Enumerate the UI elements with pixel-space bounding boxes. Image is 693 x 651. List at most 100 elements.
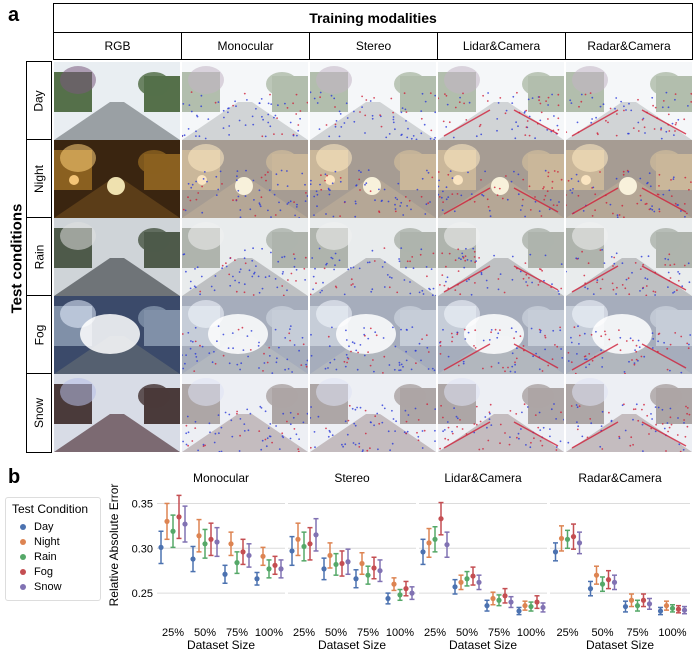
data-point-night xyxy=(359,560,365,567)
data-point-day xyxy=(254,576,260,582)
legend-marker-night xyxy=(20,539,26,545)
data-point-snow xyxy=(377,568,383,574)
column-header-rgb: RGB xyxy=(53,32,182,60)
panel-b-label: b xyxy=(8,466,21,488)
data-point-fog xyxy=(534,599,540,605)
data-point-rain xyxy=(464,576,470,582)
data-point-fog xyxy=(307,541,313,547)
data-point-night xyxy=(260,553,266,559)
data-point-snow xyxy=(444,542,450,548)
tile-snow-radarcamera xyxy=(566,374,692,452)
legend-marker-day xyxy=(20,524,26,530)
scene-image xyxy=(54,374,180,452)
x-tick-label: 100% xyxy=(658,627,686,639)
data-point-fog xyxy=(675,606,682,612)
x-tick-label: 75% xyxy=(626,627,648,639)
column-header-lidar-camera: Lidar&Camera xyxy=(437,32,566,60)
data-point-rain xyxy=(599,581,606,587)
tile-snow-stereo xyxy=(310,374,436,452)
tile-night-monocular xyxy=(182,140,308,218)
tile-day-radarcamera xyxy=(566,62,692,140)
tile-snow-rgb xyxy=(54,374,180,452)
tile-rain-monocular xyxy=(182,218,308,296)
x-tick-label: 25% xyxy=(293,627,315,639)
scene-image xyxy=(566,374,692,452)
data-point-rain xyxy=(333,561,339,568)
scene-image xyxy=(310,374,436,452)
data-point-rain xyxy=(301,543,307,550)
data-point-fog xyxy=(502,593,508,599)
data-point-snow xyxy=(278,566,284,572)
error-charts: Relative Absolute Error Monocular 0.35 0.3… xyxy=(107,471,690,651)
row-label-day: Day xyxy=(26,61,52,140)
data-point-day xyxy=(622,603,629,610)
data-point-fog xyxy=(438,516,444,522)
x-tick-label: 50% xyxy=(194,627,216,639)
tile-rain-radarcamera xyxy=(566,218,692,296)
scene-image xyxy=(182,374,308,452)
data-point-rain xyxy=(669,605,676,611)
tile-fog-lidarcamera xyxy=(438,296,564,374)
tile-fog-monocular xyxy=(182,296,308,374)
data-point-snow xyxy=(508,599,514,605)
tile-snow-monocular xyxy=(182,374,308,452)
y-tick-label: 0.35 xyxy=(132,498,153,510)
data-point-night xyxy=(458,579,464,585)
data-point-rain xyxy=(234,560,240,566)
scene-image xyxy=(438,62,564,140)
tile-night-lidarcamera xyxy=(438,140,564,218)
data-point-snow xyxy=(345,559,351,565)
legend-item-night: Night xyxy=(20,536,60,548)
data-point-day xyxy=(158,544,164,550)
tile-rain-lidarcamera xyxy=(438,218,564,296)
legend-marker-fog xyxy=(20,569,26,575)
x-tick-label: 100% xyxy=(386,627,414,639)
data-point-rain xyxy=(202,541,208,547)
data-point-day xyxy=(222,571,228,577)
column-header-stereo: Stereo xyxy=(309,32,438,60)
data-point-night xyxy=(558,535,565,542)
tile-night-stereo xyxy=(310,140,436,218)
data-point-snow xyxy=(540,604,546,611)
tile-fog-rgb xyxy=(54,296,180,374)
chart-title-3: Radar&Camera xyxy=(578,471,662,485)
data-point-snow xyxy=(313,532,319,538)
data-point-snow xyxy=(476,579,482,585)
x-tick-label: 75% xyxy=(357,627,379,639)
data-point-fog xyxy=(176,514,182,520)
data-point-night xyxy=(196,533,202,539)
data-point-snow xyxy=(214,539,220,545)
data-point-rain xyxy=(528,603,534,610)
data-point-rain xyxy=(365,572,371,578)
scene-image xyxy=(182,62,308,140)
data-point-rain xyxy=(170,528,176,534)
data-point-fog xyxy=(208,536,214,542)
data-point-day xyxy=(353,576,359,582)
x-tick-label: 25% xyxy=(556,627,578,639)
x-tick-label: 50% xyxy=(456,627,478,639)
tile-snow-lidarcamera xyxy=(438,374,564,452)
tile-rain-rgb xyxy=(54,218,180,296)
scene-image xyxy=(438,374,564,452)
x-axis-label-3: Dataset Size xyxy=(586,638,654,651)
tile-day-stereo xyxy=(310,62,436,140)
scene-image xyxy=(54,140,180,218)
tile-rain-stereo xyxy=(310,218,436,296)
y-axis-label: Relative Absolute Error xyxy=(107,484,121,607)
data-point-rain xyxy=(266,566,272,572)
data-point-day xyxy=(452,584,458,590)
legend-item-fog: Fog xyxy=(20,566,53,578)
tile-fog-radarcamera xyxy=(566,296,692,374)
data-point-fog xyxy=(371,565,377,571)
column-header-monocular: Monocular xyxy=(181,32,310,60)
data-point-fog xyxy=(470,573,476,579)
data-point-day xyxy=(420,549,426,555)
x-axis-label-1: Dataset Size xyxy=(318,638,386,651)
scene-image xyxy=(310,218,436,296)
row-label-snow: Snow xyxy=(26,373,52,453)
scene-image xyxy=(438,218,564,296)
data-point-day xyxy=(516,608,522,614)
data-point-snow xyxy=(409,590,415,596)
scene-image xyxy=(54,296,180,374)
scene-image xyxy=(182,218,308,296)
